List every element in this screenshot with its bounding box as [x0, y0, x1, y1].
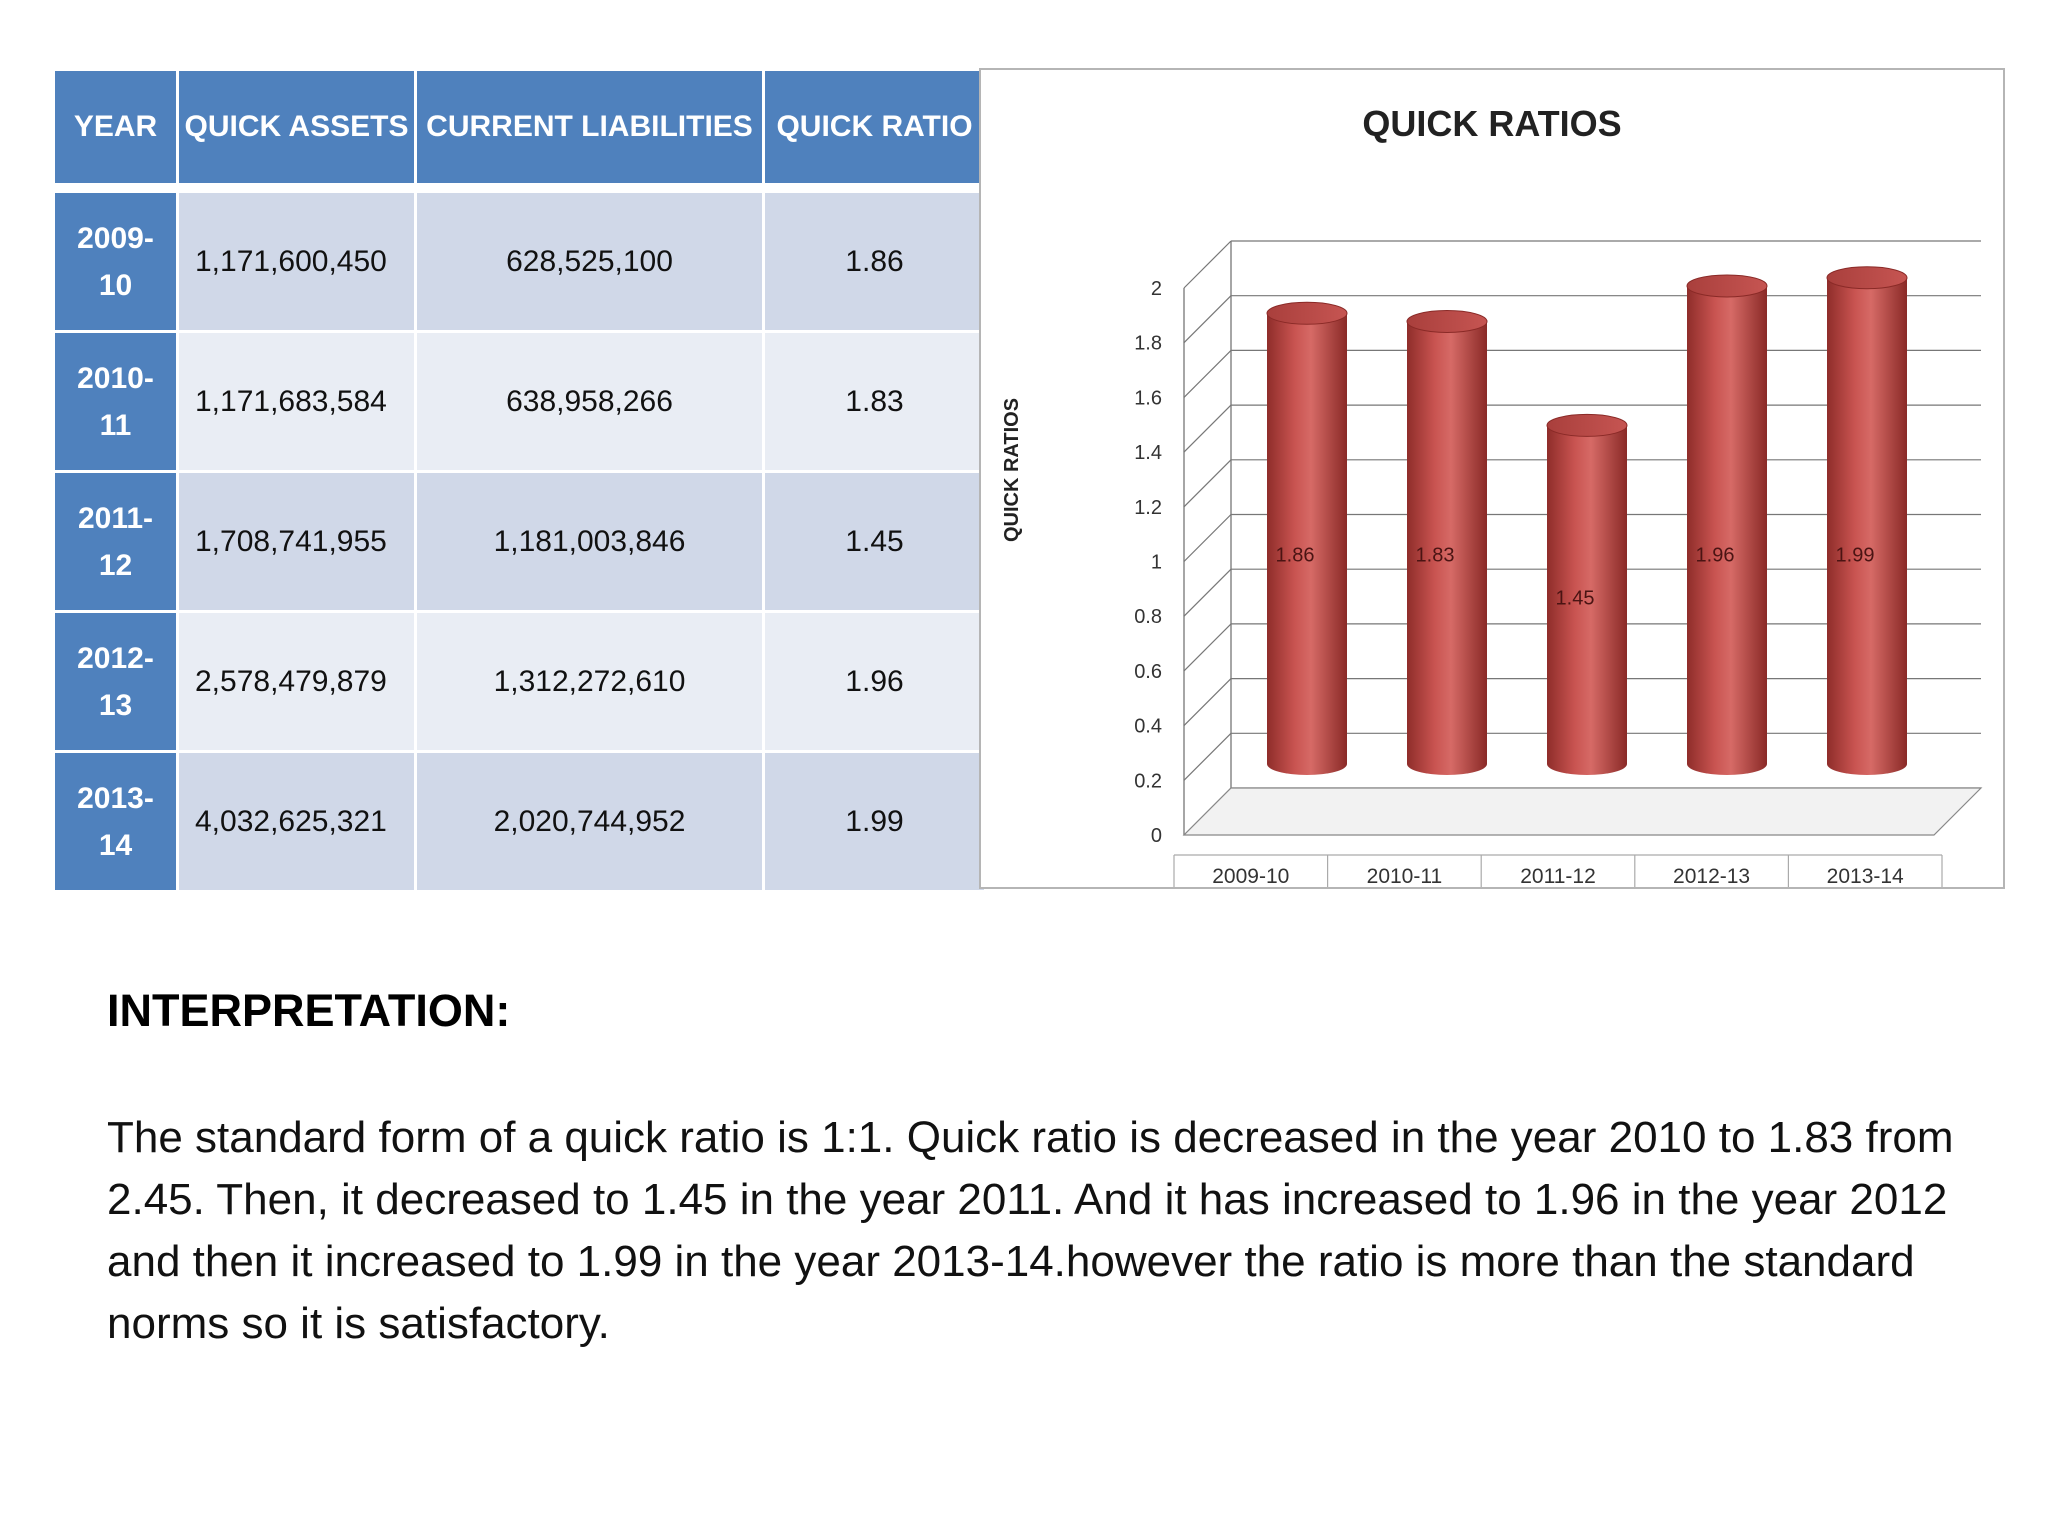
chart-title: QUICK RATIOS [1362, 103, 1621, 144]
bar-top [1406, 309, 1488, 333]
header-quick-ratio: QUICK RATIO [762, 68, 987, 186]
gridline-side [1183, 568, 1232, 617]
table-row: 2012- 13 2,578,479,879 1,312,272,610 1.96 [52, 610, 987, 753]
bar-data-label: 1.45 [1556, 588, 1595, 610]
gridline-side [1183, 623, 1232, 672]
bar-top [1686, 274, 1768, 298]
year-cell: 2011- 12 [52, 470, 179, 613]
table-row: 2013- 14 4,032,625,321 2,020,744,952 1.99 [52, 750, 987, 893]
header-year: YEAR [52, 68, 179, 186]
y-tick-label: 0.4 [1134, 716, 1162, 738]
bar [1407, 321, 1487, 775]
current-liabilities-cell: 1,181,003,846 [414, 470, 765, 613]
year-top: 2009- [77, 221, 154, 255]
y-tick-label: 1 [1151, 552, 1162, 574]
gridline-side [1183, 678, 1232, 727]
year-bottom: 14 [98, 828, 133, 862]
current-liabilities-cell: 2,020,744,952 [414, 750, 765, 893]
x-tick-label: 2009-10 [1212, 865, 1289, 887]
gridline-side [1183, 404, 1232, 453]
year-top: 2013- [77, 781, 154, 815]
gridline-side [1183, 295, 1232, 344]
y-tick-label: 0.2 [1134, 770, 1162, 792]
y-tick-label: 2 [1151, 278, 1162, 300]
bar-data-label: 1.83 [1416, 545, 1455, 567]
year-bottom: 11 [99, 408, 132, 442]
table-header-row: YEAR QUICK ASSETS CURRENT LIABILITIES QU… [52, 68, 987, 186]
chart-canvas: QUICK RATIOS 0 0.2 0.4 0.6 0.8 1 1.2 1.4 1.6 1.8 2 Q… [1001, 103, 1983, 887]
current-liabilities-cell: 1,312,272,610 [414, 610, 765, 753]
bar [1547, 425, 1627, 775]
year-top: 2011- [77, 501, 154, 535]
gridline-side [1183, 459, 1232, 508]
quick-ratio-cell: 1.86 [762, 190, 987, 333]
y-tick-label: 0 [1151, 825, 1162, 847]
chart-floor [1182, 787, 1983, 836]
year-cell: 2013- 14 [52, 750, 179, 893]
bar [1267, 313, 1347, 775]
y-tick-label: 0.8 [1134, 606, 1162, 628]
interpretation-text: The standard form of a quick ratio is 1:… [107, 1113, 1954, 1348]
gridline-side [1183, 514, 1232, 562]
quick-assets-cell: 4,032,625,321 [176, 750, 417, 893]
bar-data-label: 1.86 [1276, 545, 1315, 567]
bar-top [1266, 301, 1348, 325]
table-row: 2010- 11 1,171,683,584 638,958,266 1.83 [52, 330, 987, 473]
y-tick-label: 1.8 [1134, 333, 1162, 355]
gridline-side [1183, 240, 1232, 289]
quick-assets-cell: 1,171,600,450 [176, 190, 417, 333]
y-axis-label: QUICK RATIOS [1001, 398, 1023, 542]
table-row: 2009- 10 1,171,600,450 628,525,100 1.86 [52, 190, 987, 333]
year-top: 2012- [77, 641, 154, 675]
year-bottom: 13 [98, 688, 133, 722]
year-cell: 2012- 13 [52, 610, 179, 753]
header-current-liabilities: CURRENT LIABILITIES [414, 68, 765, 186]
quick-ratios-chart: QUICK RATIOS 0 0.2 0.4 0.6 0.8 1 1.2 1.4 1.6 1.8 2 Q… [979, 68, 2005, 889]
quick-ratio-table: YEAR QUICK ASSETS CURRENT LIABILITIES QU… [52, 68, 987, 893]
year-top: 2010- [77, 361, 154, 395]
quick-ratio-cell: 1.45 [762, 470, 987, 613]
x-tick-label: 2013-14 [1827, 865, 1904, 887]
gridline-side [1183, 732, 1232, 781]
bar-top [1826, 266, 1908, 290]
x-tick-label: 2011-12 [1520, 865, 1596, 887]
x-tick-label: 2012-13 [1673, 865, 1750, 887]
quick-ratio-cell: 1.96 [762, 610, 987, 753]
header-quick-assets: QUICK ASSETS [176, 68, 417, 186]
bar-top [1546, 413, 1628, 437]
quick-ratio-cell: 1.83 [762, 330, 987, 473]
bar [1827, 277, 1907, 775]
quick-assets-cell: 2,578,479,879 [176, 610, 417, 753]
y-tick-label: 1.2 [1134, 497, 1162, 519]
year-cell: 2010- 11 [52, 330, 179, 473]
table-row: 2011- 12 1,708,741,955 1,181,003,846 1.45 [52, 470, 987, 613]
current-liabilities-cell: 638,958,266 [414, 330, 765, 473]
quick-assets-cell: 1,171,683,584 [176, 330, 417, 473]
interpretation-heading: INTERPRETATION: [107, 985, 511, 1036]
bar [1687, 285, 1767, 775]
year-bottom: 10 [98, 268, 133, 302]
year-bottom: 12 [98, 548, 133, 582]
bar-data-label: 1.96 [1696, 545, 1735, 567]
y-tick-label: 1.6 [1134, 387, 1162, 409]
current-liabilities-cell: 628,525,100 [414, 190, 765, 333]
quick-assets-cell: 1,708,741,955 [176, 470, 417, 613]
y-tick-label: 1.4 [1134, 442, 1162, 464]
year-cell: 2009- 10 [52, 190, 179, 333]
x-tick-label: 2010-11 [1367, 865, 1443, 887]
y-tick-label: 0.6 [1134, 661, 1162, 683]
gridline-side [1183, 349, 1232, 398]
quick-ratio-cell: 1.99 [762, 750, 987, 893]
bar-data-label: 1.99 [1836, 545, 1875, 567]
